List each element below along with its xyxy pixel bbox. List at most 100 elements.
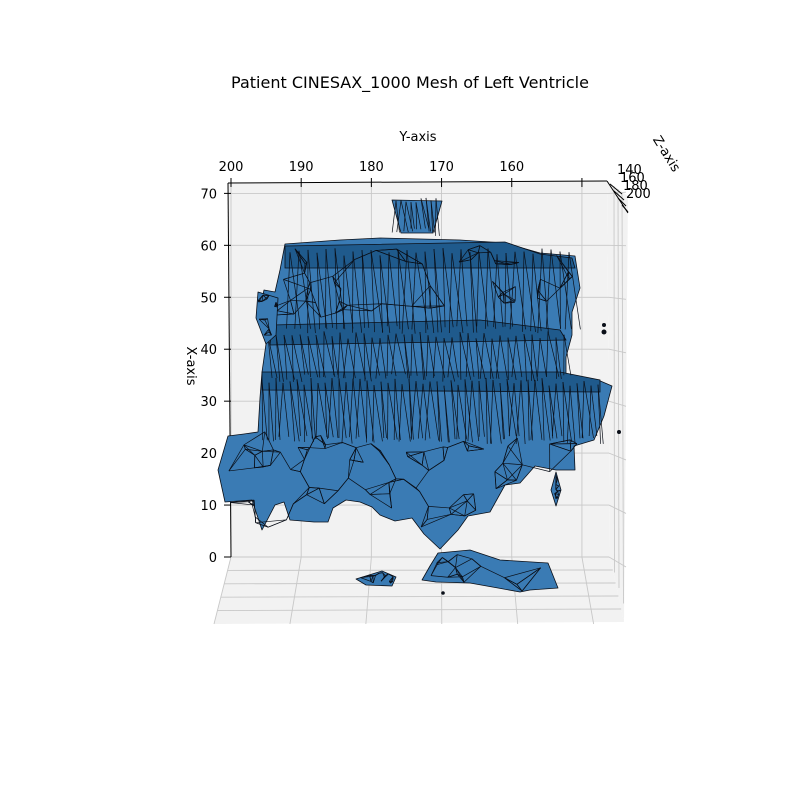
mesh-edge: [490, 379, 494, 444]
mesh-fragment-diamond-wire: [554, 475, 561, 499]
mesh-edge: [459, 331, 472, 380]
mesh-edge: [415, 487, 420, 492]
grid-floor-2: [365, 556, 372, 625]
mesh-upper-strips: [286, 248, 581, 334]
mesh-edge: [491, 338, 500, 379]
mesh-edge: [334, 259, 355, 283]
mesh-edge: [325, 249, 333, 328]
mesh-edge: [522, 251, 525, 332]
mesh-edge: [365, 482, 390, 490]
mesh-edge: [537, 248, 543, 334]
mesh-edge: [294, 248, 305, 274]
mesh-edge: [396, 200, 402, 233]
mesh-edge: [405, 452, 409, 457]
mesh-edge: [450, 500, 468, 515]
mesh-edge: [551, 383, 557, 437]
mesh-edge: [508, 383, 515, 437]
mesh-top-cap-strips: [391, 197, 440, 236]
mesh-edge: [403, 201, 407, 232]
mesh-edge: [421, 464, 429, 471]
mesh-edge: [556, 255, 573, 277]
mesh-edge: [475, 338, 486, 380]
mesh-edge: [299, 334, 309, 375]
mesh-edge: [457, 573, 463, 578]
y-tick-label: 180: [359, 160, 384, 175]
mesh-edge: [448, 507, 452, 515]
mesh-edge: [243, 444, 263, 452]
mesh-edge: [300, 471, 310, 488]
mesh-edge: [479, 245, 491, 253]
mesh-edge: [405, 261, 423, 265]
mesh-edge: [300, 459, 305, 472]
mesh-edge: [424, 251, 435, 334]
z-tick-3: [621, 204, 629, 213]
mesh-edge: [363, 333, 366, 382]
mesh-edge: [502, 463, 508, 480]
mesh-edge: [443, 447, 449, 461]
mesh-edge: [523, 251, 536, 332]
mesh-edge: [316, 252, 320, 330]
mesh-edge: [515, 380, 522, 445]
mesh-edge: [537, 279, 541, 299]
mesh-edge: [243, 444, 246, 450]
grid-floor-1: [289, 556, 302, 625]
mesh-edge: [360, 577, 372, 582]
mesh-edge: [349, 447, 357, 460]
grid-side-4: [608, 348, 627, 354]
y-tick-labels: 200 190 180 170 160: [219, 160, 525, 175]
mesh-edge: [371, 303, 382, 312]
mesh-edge: [310, 378, 313, 439]
mesh-edge: [531, 334, 533, 381]
mesh-edge: [397, 249, 401, 330]
mesh-edge: [261, 295, 270, 302]
mesh-edge: [307, 282, 311, 289]
mesh-edge: [493, 254, 498, 328]
mesh-edge: [554, 493, 557, 497]
mesh-edge: [467, 249, 472, 260]
mesh-edge: [462, 566, 482, 578]
mesh-edge: [360, 575, 373, 578]
mesh-edge: [570, 443, 578, 452]
mesh-edge: [502, 437, 518, 464]
mesh-edge: [338, 288, 342, 302]
mesh-edge: [504, 301, 515, 304]
mesh-edge: [425, 197, 430, 232]
mesh-edge: [555, 383, 563, 437]
y-tick-label: 190: [289, 160, 314, 175]
mesh-edge: [521, 567, 541, 592]
mesh-edge: [283, 334, 288, 380]
mesh-edge: [534, 379, 543, 440]
mesh-edge: [270, 451, 281, 466]
mesh-edge: [331, 336, 335, 376]
mesh-edge: [424, 381, 431, 441]
mesh-edge: [568, 252, 581, 330]
mesh-edge: [325, 442, 343, 446]
mesh-edge: [466, 493, 474, 502]
mesh-edge: [388, 573, 394, 578]
mesh-edge: [502, 445, 509, 464]
mesh-edge: [503, 293, 516, 301]
mesh-edge: [280, 451, 291, 470]
mesh-edge: [451, 513, 465, 517]
mesh-edge: [430, 575, 448, 578]
mesh-edge: [370, 581, 374, 584]
mesh-edge: [510, 262, 519, 266]
mesh-edge: [228, 444, 245, 472]
mesh-edge: [463, 566, 482, 583]
mesh-edge: [343, 255, 354, 329]
mesh-edge: [380, 381, 387, 439]
mesh-edge: [347, 303, 382, 306]
mesh-edge: [391, 200, 397, 233]
mesh-edge: [555, 493, 559, 495]
mesh-edge: [507, 445, 523, 465]
mesh-edge: [354, 250, 377, 260]
grid-side-depth-2: [617, 188, 620, 589]
mesh-edge: [555, 485, 559, 490]
mesh-edge: [345, 382, 353, 444]
mesh-edge: [304, 447, 311, 460]
mesh-edge: [252, 504, 255, 507]
mesh-edge: [228, 467, 255, 472]
mesh-edge: [294, 250, 300, 329]
mesh-speck-2: [617, 430, 621, 434]
mesh-edge: [420, 198, 430, 229]
